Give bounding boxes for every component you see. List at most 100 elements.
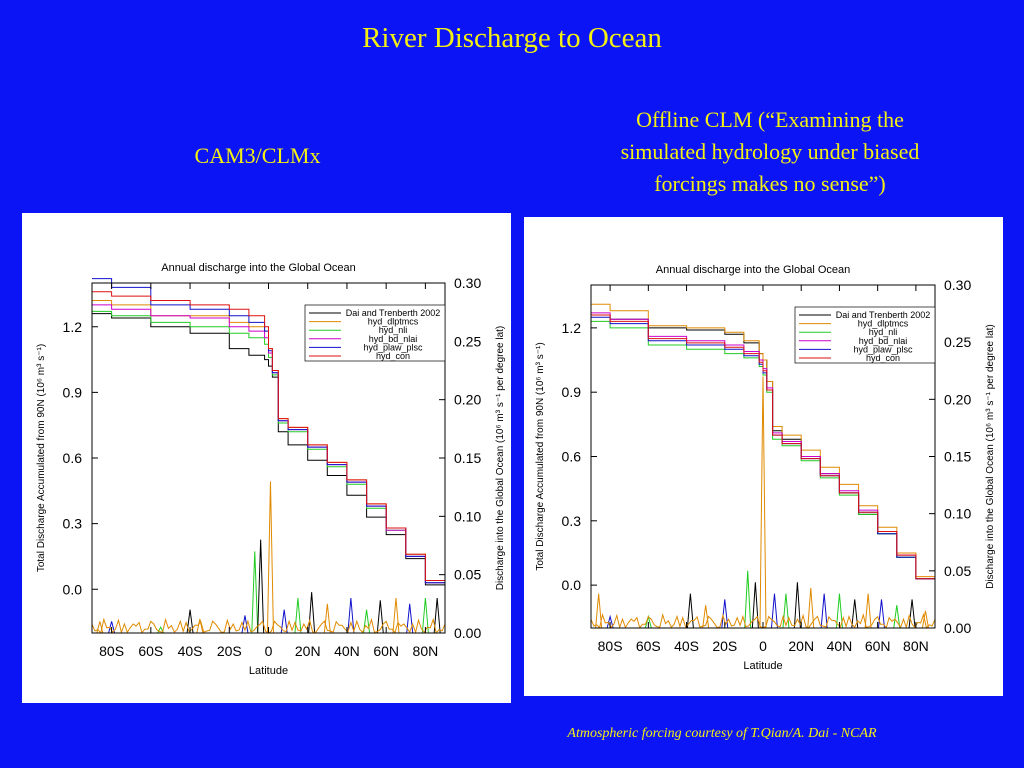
discharge-spike — [266, 481, 274, 634]
y-left-tick-label: 1.2 — [63, 319, 83, 335]
discharge-spike — [196, 618, 204, 634]
x-tick-label: 60S — [138, 643, 163, 659]
x-tick-label: 40N — [827, 638, 853, 654]
y-left-tick-label: 0.9 — [63, 384, 83, 400]
discharge-spike — [721, 599, 729, 629]
discharge-spike — [421, 597, 429, 634]
x-axis-label: Latitude — [743, 660, 782, 672]
legend-label: hyd_dlptmcs — [368, 317, 419, 327]
discharge-spike — [864, 593, 872, 629]
right-subtitle-line-3: forcings makes no sense”) — [654, 171, 886, 196]
legend-label: hyd_plaw_plsc — [853, 344, 913, 354]
discharge-spike — [744, 570, 752, 629]
discharge-spike — [280, 609, 288, 634]
y-right-tick-label: 0.05 — [944, 563, 971, 579]
y-right-tick-label: 0.05 — [454, 567, 481, 583]
y-left-tick-label: 0.6 — [63, 450, 83, 466]
y-right-tick-label: 0.15 — [944, 449, 971, 465]
chart-title: Annual discharge into the Global Ocean — [161, 262, 355, 274]
discharge-spike — [606, 614, 614, 629]
discharge-spike — [108, 621, 116, 634]
discharge-spike — [807, 587, 815, 629]
legend-label: hyd_nli — [379, 325, 408, 335]
right-subtitle-line-1: Offline CLM (“Examining the — [636, 107, 904, 132]
discharge-spike — [363, 609, 371, 634]
y-right-tick-label: 0.00 — [944, 620, 971, 636]
discharge-spike — [251, 551, 259, 634]
x-tick-label: 20N — [295, 643, 321, 659]
discharge-spike — [433, 597, 441, 634]
discharge-spike — [835, 593, 843, 629]
legend-label: Dai and Trenberth 2002 — [346, 308, 441, 318]
series-line-dai-and-trenberth-2002 — [92, 313, 446, 590]
x-tick-label: 0 — [759, 638, 767, 654]
legend-label: hyd_bd_nlai — [859, 336, 908, 346]
x-tick-label: 80N — [903, 638, 929, 654]
x-tick-label: 0 — [265, 643, 273, 659]
legend-label: hyd_con — [376, 351, 410, 361]
y-right-tick-label: 0.20 — [454, 392, 481, 408]
y-right-axis-label: Discharge into the Global Ocean (10⁶ m³ … — [495, 326, 506, 591]
y-right-tick-label: 0.10 — [454, 508, 481, 524]
y-left-axis-label: Total Discharge Accumulated from 90N (10… — [36, 344, 47, 572]
x-tick-label: 40S — [674, 638, 699, 654]
discharge-spike — [257, 539, 265, 634]
chart-panel-left: Annual discharge into the Global Ocean 80… — [22, 213, 511, 703]
discharge-spike — [793, 582, 801, 629]
legend-box — [794, 306, 936, 364]
x-tick-label: 40S — [178, 643, 203, 659]
y-right-tick-label: 0.25 — [454, 333, 481, 349]
discharge-spike — [294, 597, 302, 634]
chart-right: Annual discharge into the Global Ocean 80… — [535, 264, 996, 672]
chart-panel-right: Annual discharge into the Global Ocean 80… — [524, 217, 1003, 696]
y-right-tick-label: 0.30 — [944, 277, 971, 293]
discharge-spike — [595, 593, 603, 629]
discharge-spike — [392, 597, 400, 634]
y-right-axis-label: Discharge into the Global Ocean (10⁶ m³ … — [985, 324, 996, 589]
chart-left: Annual discharge into the Global Ocean 80… — [36, 262, 506, 677]
x-tick-label: 60S — [636, 638, 661, 654]
legend-label: hyd_plaw_plsc — [363, 342, 423, 352]
discharge-spike — [851, 599, 859, 629]
left-subtitle: CAM3/CLMx — [194, 143, 321, 168]
legend-label: hyd_con — [866, 353, 900, 363]
discharge-spike — [921, 610, 929, 629]
legend-label: hyd_dlptmcs — [858, 319, 909, 329]
x-tick-label: 60N — [373, 643, 399, 659]
y-left-axis-label: Total Discharge Accumulated from 90N (10… — [535, 342, 546, 570]
discharge-spike — [323, 603, 331, 634]
discharge-spike — [820, 593, 828, 629]
y-left-tick-label: 0.6 — [562, 449, 582, 465]
discharge-spike — [686, 593, 694, 629]
x-tick-label: 80S — [99, 643, 124, 659]
x-tick-label: 80N — [413, 643, 439, 659]
discharge-spike — [186, 609, 194, 634]
y-right-tick-label: 0.15 — [454, 450, 481, 466]
footer-credit: Atmospheric forcing courtesy of T.Qian/A… — [567, 726, 877, 741]
y-right-tick-label: 0.30 — [454, 275, 481, 291]
y-left-tick-label: 0.0 — [562, 577, 582, 593]
x-tick-label: 20S — [712, 638, 737, 654]
legend-label: hyd_nli — [869, 327, 898, 337]
x-tick-label: 60N — [865, 638, 891, 654]
discharge-spike — [782, 593, 790, 629]
y-left-tick-label: 0.3 — [562, 513, 582, 529]
y-right-tick-label: 0.20 — [944, 391, 971, 407]
discharge-spike — [877, 599, 885, 629]
right-subtitle: Offline CLM (“Examining the simulated hy… — [560, 104, 980, 200]
right-subtitle-line-2: simulated hydrology under biased — [620, 139, 920, 164]
discharge-spike — [347, 597, 355, 634]
y-right-tick-label: 0.25 — [944, 334, 971, 350]
y-left-tick-label: 0.9 — [562, 384, 582, 400]
x-tick-label: 20S — [217, 643, 242, 659]
y-right-tick-label: 0.10 — [944, 506, 971, 522]
discharge-spike — [751, 582, 759, 629]
legend-label: Dai and Trenberth 2002 — [836, 310, 931, 320]
legend-box — [304, 304, 446, 362]
legend-label: hyd_bd_nlai — [369, 334, 418, 344]
discharge-spike — [893, 605, 901, 629]
series-line-hyd-con — [92, 291, 446, 585]
y-left-tick-label: 0.3 — [63, 516, 83, 532]
discharge-spike — [770, 593, 778, 629]
discharge-spike — [241, 615, 249, 634]
